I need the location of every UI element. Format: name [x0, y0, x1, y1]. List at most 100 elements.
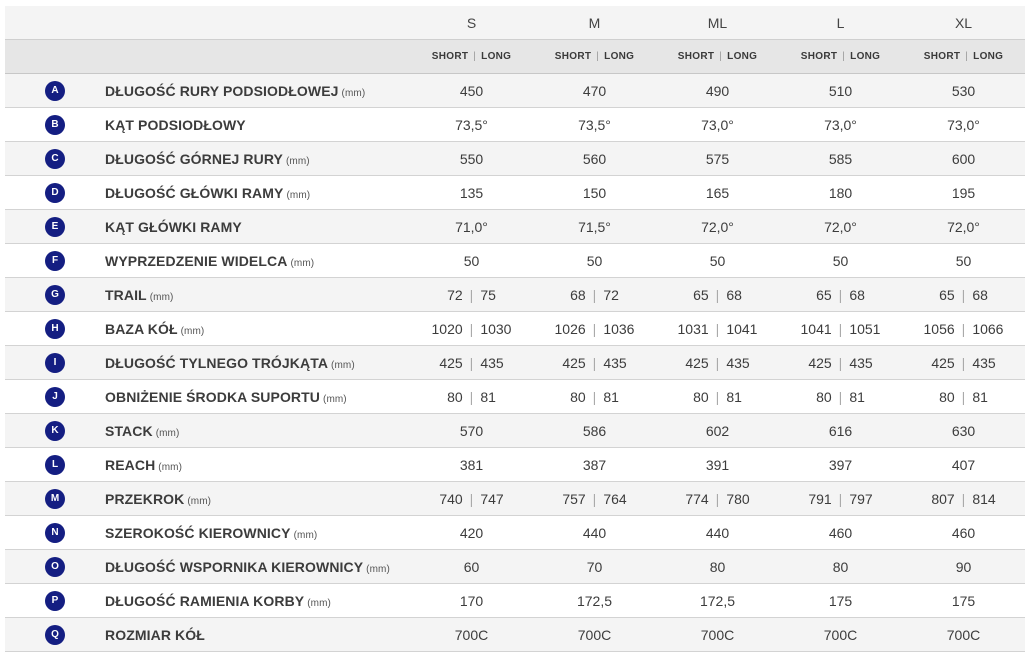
value-cell-l: 80 | 81	[779, 379, 902, 414]
table-row: O DŁUGOŚĆ WSPORNIKA KIEROWNICY (mm) 60 70 80 8…	[5, 549, 1025, 584]
value: 530	[951, 82, 976, 99]
value: 440	[705, 524, 730, 541]
row-label-text: DŁUGOŚĆ WSPORNIKA KIEROWNICY	[105, 558, 364, 575]
value-cell-l: 1041 | 1051	[779, 311, 902, 346]
row-label: KĄT PODSIODŁOWY	[105, 107, 410, 142]
value-separator: |	[592, 490, 597, 507]
row-label: KĄT GŁÓWKI RAMY	[105, 209, 410, 244]
row-label: TRAIL (mm)	[105, 277, 410, 312]
value-separator: |	[961, 286, 966, 303]
value-cell-s: 60	[410, 549, 533, 584]
row-label: DŁUGOŚĆ GÓRNEJ RURY (mm)	[105, 141, 410, 176]
value-cell-ml: 440	[656, 515, 779, 550]
row-label-text: PRZEKROK	[105, 490, 185, 507]
row-label-text: OBNIŻENIE ŚRODKA SUPORTU	[105, 388, 321, 405]
size-header-ml: ML	[656, 6, 779, 40]
row-unit: (mm)	[293, 529, 318, 541]
value-cell-m: 757 | 764	[533, 481, 656, 516]
value-cell-xl: 425 | 435	[902, 345, 1025, 380]
size-header-m: M	[533, 6, 656, 40]
value: 72,0°	[947, 218, 980, 235]
value-cell-s: 550	[410, 141, 533, 176]
row-unit: (mm)	[307, 597, 331, 609]
table-row: F WYPRZEDZENIE WIDELCA (mm) 50 50 50 50 50	[5, 243, 1025, 278]
header-spacer	[5, 6, 105, 40]
value-long: 1051	[849, 320, 881, 337]
subheader-spacer	[5, 39, 105, 74]
value-cell-l: 175	[779, 583, 902, 618]
value-cell-xl: 90	[902, 549, 1025, 584]
value-cell-l: 80	[779, 549, 902, 584]
value-cell-l: 585	[779, 141, 902, 176]
table-row: L REACH (mm) 381 387 391 397 407	[5, 447, 1025, 482]
value-separator: |	[961, 354, 966, 371]
variant-long-label: LONG	[727, 51, 758, 62]
row-label-text: STACK	[105, 422, 153, 439]
size-header-xl: XL	[902, 6, 1025, 40]
table-row: J OBNIŻENIE ŚRODKA SUPORTU (mm) 80 | 81 80 | 81 8…	[5, 379, 1025, 414]
value-cell-ml: 172,5	[656, 583, 779, 618]
size-header-row: S M ML L XL	[5, 6, 1025, 40]
row-letter-badge: H	[45, 318, 65, 339]
row-label: BAZA KÓŁ (mm)	[105, 311, 410, 346]
value-separator: |	[838, 320, 843, 337]
row-label-text: BAZA KÓŁ	[105, 320, 178, 337]
value-cell-s: 135	[410, 175, 533, 210]
row-letter-badge: O	[45, 556, 65, 577]
value-cell-xl: 700C	[902, 617, 1025, 652]
row-label: WYPRZEDZENIE WIDELCA (mm)	[105, 243, 410, 278]
row-label-text: REACH	[105, 456, 156, 473]
variant-long-label: LONG	[973, 51, 1004, 62]
value: 470	[582, 82, 607, 99]
variant-header-xl: SHORT | LONG	[902, 39, 1025, 74]
variant-header-ml: SHORT | LONG	[656, 39, 779, 74]
value: 180	[828, 184, 853, 201]
value: 73,0°	[824, 116, 857, 133]
value: 575	[705, 150, 730, 167]
value-short: 1041	[800, 320, 832, 337]
value-cell-xl: 195	[902, 175, 1025, 210]
value-long: 780	[726, 490, 750, 507]
value: 550	[459, 150, 484, 167]
value-separator: |	[469, 320, 474, 337]
value-separator: |	[592, 388, 597, 405]
value: 73,5°	[578, 116, 611, 133]
value-cell-s: 700C	[410, 617, 533, 652]
value: 700C	[946, 626, 981, 643]
variant-header-row: SHORT | LONG SHORT | LONG SHORT | LONG SHORT | LONG…	[5, 39, 1025, 74]
value-cell-s: 450	[410, 73, 533, 108]
value-long: 75	[480, 286, 496, 303]
value-long: 81	[849, 388, 865, 405]
variant-short-label: SHORT	[554, 51, 592, 62]
row-letter-badge: C	[45, 148, 65, 169]
value-separator: |	[469, 286, 474, 303]
value: 700C	[577, 626, 612, 643]
value-cell-ml: 602	[656, 413, 779, 448]
value-cell-m: 50	[533, 243, 656, 278]
value-short: 68	[570, 286, 586, 303]
value-short: 425	[808, 354, 832, 371]
value: 73,0°	[701, 116, 734, 133]
row-unit: (mm)	[158, 461, 183, 473]
value-cell-xl: 407	[902, 447, 1025, 482]
value: 397	[828, 456, 853, 473]
row-label: STACK (mm)	[105, 413, 410, 448]
row-letter-badge: D	[45, 182, 65, 203]
value-long: 1036	[603, 320, 635, 337]
value-cell-xl: 65 | 68	[902, 277, 1025, 312]
value-cell-s: 170	[410, 583, 533, 618]
row-label-text: SZEROKOŚĆ KIEROWNICY	[105, 524, 291, 541]
row-label: DŁUGOŚĆ TYLNEGO TRÓJKĄTA (mm)	[105, 345, 410, 380]
value-short: 425	[562, 354, 586, 371]
value-cell-m: 68 | 72	[533, 277, 656, 312]
variant-short-label: SHORT	[677, 51, 715, 62]
size-header-s: S	[410, 6, 533, 40]
row-letter-badge: E	[45, 216, 65, 237]
value: 616	[828, 422, 853, 439]
value-separator: |	[592, 286, 597, 303]
value-cell-s: 73,5°	[410, 107, 533, 142]
value-cell-m: 387	[533, 447, 656, 482]
value: 700C	[823, 626, 858, 643]
value-short: 80	[939, 388, 955, 405]
value-short: 65	[939, 286, 955, 303]
